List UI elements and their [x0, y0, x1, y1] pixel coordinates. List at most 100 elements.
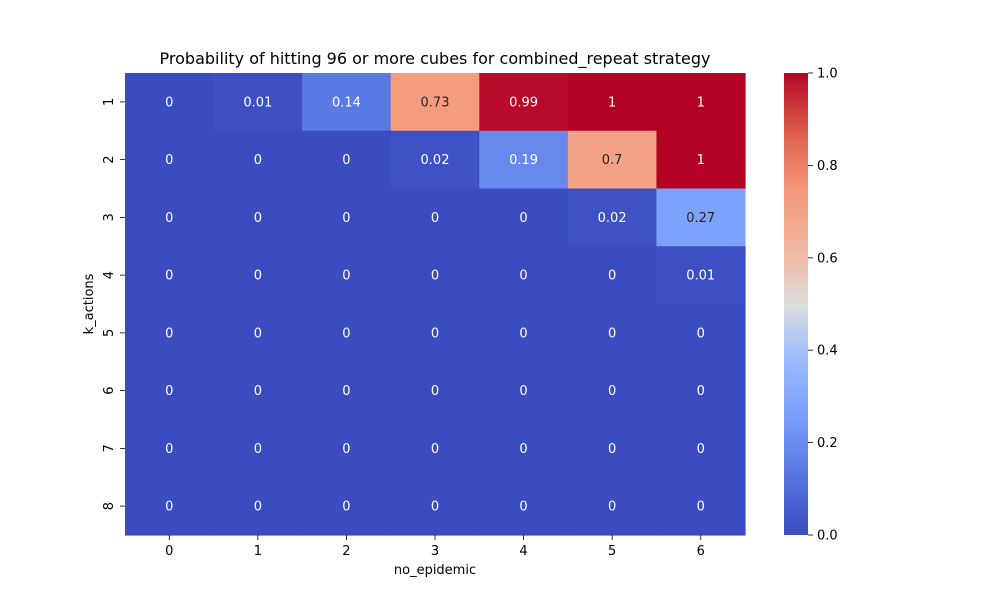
y-tick-label: 3: [102, 213, 117, 221]
y-tick-label: 2: [102, 155, 117, 163]
cell-value-label: 0: [519, 211, 527, 226]
heatmap-cell: [390, 73, 480, 132]
heatmap-cell: [213, 477, 303, 536]
cell-value-label: 0: [254, 384, 262, 399]
x-tick-label: 1: [254, 544, 262, 559]
y-axis-ticks: 1 2 3 4 5 6 7 8: [102, 98, 125, 510]
cell-value-label: 0: [342, 442, 350, 457]
colorbar-tick-label: 1.0: [817, 67, 838, 82]
cell-value-label: 0: [697, 326, 705, 341]
heatmap-cell: [656, 477, 746, 536]
cell-value-label: 0: [697, 384, 705, 399]
heatmap-cells: [125, 73, 746, 536]
cell-value-label: 0: [254, 442, 262, 457]
heatmap-cell: [390, 361, 480, 421]
heatmap-cell: [390, 304, 480, 363]
heatmap-cell: [567, 419, 658, 478]
heatmap-cell: [125, 477, 215, 536]
y-axis-label: k_actions: [82, 273, 97, 334]
heatmap-cell: [302, 246, 392, 305]
y-tick-label: 1: [102, 98, 117, 106]
heatmap-cell: [479, 419, 569, 478]
cell-value-label: 0.02: [598, 211, 627, 226]
x-tick-label: 2: [342, 544, 350, 559]
heatmap-cell: [656, 304, 746, 363]
cell-value-label: 0: [519, 326, 527, 341]
heatmap-cell: [479, 246, 569, 305]
heatmap-cell: [125, 304, 215, 363]
cell-value-label: 1: [697, 153, 705, 168]
x-tick-label: 0: [165, 544, 173, 559]
cell-value-label: 0: [608, 269, 616, 284]
heatmap-cell: [213, 419, 303, 478]
cell-value-label: 0: [342, 500, 350, 515]
cell-value-label: 0: [608, 326, 616, 341]
heatmap-cell: [656, 73, 746, 132]
heatmap-cell: [656, 188, 746, 247]
heatmap-cell: [479, 130, 569, 190]
cell-value-label: 0: [165, 95, 173, 110]
heatmap-cell: [567, 246, 658, 305]
cell-value-label: 0.27: [686, 211, 715, 226]
heatmap-cell: [479, 477, 569, 536]
cell-value-label: 0: [608, 384, 616, 399]
cell-value-label: 0: [165, 326, 173, 341]
heatmap-cell: [125, 361, 215, 421]
cell-value-label: 0: [431, 442, 439, 457]
cell-value-label: 0: [165, 500, 173, 515]
cell-value-label: 0: [431, 211, 439, 226]
heatmap-cell: [479, 361, 569, 421]
cell-value-label: 0.01: [686, 269, 715, 284]
heatmap-cell: [656, 419, 746, 478]
heatmap-cell: [390, 477, 480, 536]
cell-value-label: 0: [254, 269, 262, 284]
colorbar-ticks: 0.0 0.2 0.4 0.6 0.8 1.0: [808, 67, 838, 544]
cell-value-label: 0: [431, 269, 439, 284]
cell-value-label: 0: [697, 500, 705, 515]
heatmap-cell: [213, 130, 303, 190]
cell-value-label: 0: [697, 442, 705, 457]
heatmap-cell: [302, 130, 392, 190]
colorbar-gradient: [784, 73, 808, 535]
cell-value-label: 0: [342, 384, 350, 399]
cell-value-label: 0: [431, 326, 439, 341]
heatmap-cell: [567, 361, 658, 421]
heatmap-cell: [567, 304, 658, 363]
heatmap-cell: [302, 361, 392, 421]
cell-value-label: 0: [254, 326, 262, 341]
cell-value-label: 0.7: [602, 153, 623, 168]
heatmap-cell: [479, 73, 569, 132]
cell-value-label: 0: [519, 500, 527, 515]
cell-value-label: 0: [165, 153, 173, 168]
y-tick-label: 6: [102, 386, 117, 394]
cell-value-label: 0: [608, 500, 616, 515]
heatmap-cell: [125, 130, 215, 190]
heatmap-cell: [302, 419, 392, 478]
cell-value-label: 0: [254, 211, 262, 226]
x-tick-label: 5: [608, 544, 616, 559]
heatmap-cell: [390, 130, 480, 190]
heatmap-cell: [390, 419, 480, 478]
heatmap-cell: [302, 73, 392, 132]
heatmap-cell: [656, 361, 746, 421]
colorbar-tick-label: 0.6: [817, 251, 838, 266]
x-tick-label: 4: [519, 544, 527, 559]
cell-value-label: 0.02: [421, 153, 450, 168]
heatmap-cell: [125, 246, 215, 305]
cell-value-label: 0.14: [332, 95, 361, 110]
cell-labels: 0 0.01 0.14 0.73 0.99 1 1 0 0 0 0.02 0.19 0.7 1 0 0 0 0 0 0…: [165, 95, 715, 514]
cell-value-label: 0: [519, 384, 527, 399]
cell-value-label: 0: [342, 211, 350, 226]
heatmap-cell: [656, 130, 746, 190]
cell-value-label: 0: [519, 442, 527, 457]
cell-value-label: 0: [431, 500, 439, 515]
cell-value-label: 0: [342, 269, 350, 284]
y-tick-label: 5: [102, 329, 117, 337]
heatmap-cell: [567, 477, 658, 536]
heatmap-cell: [479, 188, 569, 247]
cell-value-label: 0.99: [509, 95, 538, 110]
heatmap-cell: [656, 246, 746, 305]
cell-value-label: 0: [342, 326, 350, 341]
